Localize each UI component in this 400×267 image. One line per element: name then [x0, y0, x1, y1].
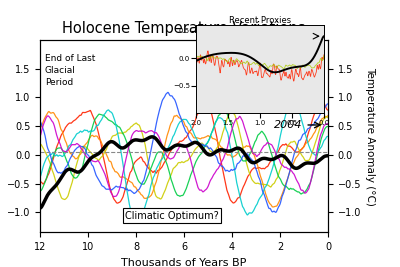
Title: Holocene Temperature Variations: Holocene Temperature Variations — [62, 21, 306, 36]
Title: Recent Proxies: Recent Proxies — [229, 15, 291, 25]
Text: Climatic Optimum?: Climatic Optimum? — [125, 211, 219, 221]
Text: End of Last
Glacial
Period: End of Last Glacial Period — [45, 54, 95, 87]
Text: 2004: 2004 — [274, 120, 303, 130]
Y-axis label: Temperature Anomaly (°C): Temperature Anomaly (°C) — [365, 67, 375, 206]
X-axis label: Thousands of Years BP: Thousands of Years BP — [121, 258, 247, 267]
